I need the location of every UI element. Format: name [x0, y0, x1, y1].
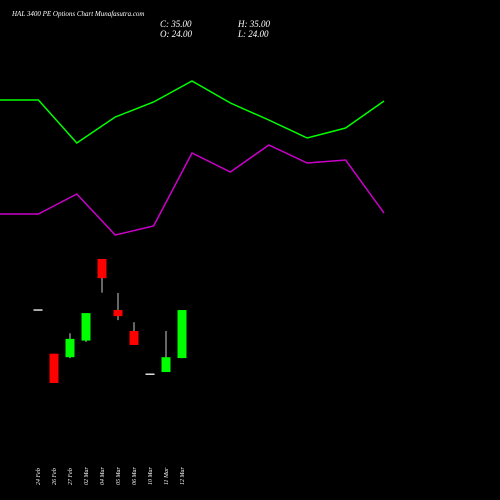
candle-body	[65, 338, 75, 358]
candle-body	[33, 309, 43, 311]
ohlc-high: H: 35.00	[237, 19, 270, 29]
candle-body	[81, 313, 91, 341]
x-tick-label: 12 Mar	[180, 467, 186, 485]
x-tick-label: 06 Mar	[132, 467, 138, 485]
x-tick-label: 11 Mar	[164, 467, 170, 485]
indicator-line	[0, 80, 385, 144]
candle-body	[97, 258, 107, 279]
candle-body	[113, 310, 123, 317]
candle-body	[177, 310, 187, 359]
candle-body	[145, 373, 155, 375]
ohlc-close: C: 35.00	[160, 19, 192, 29]
candle-body	[161, 357, 171, 373]
candle-body	[129, 331, 139, 345]
ohlc-open: O: 24.00	[160, 29, 192, 39]
x-tick-label: 24 Feb	[35, 468, 42, 485]
x-tick-label: 05 Mar	[116, 467, 122, 485]
x-tick-label: 10 Mar	[148, 467, 154, 485]
ohlc-low: L: 24.00	[237, 29, 269, 39]
x-tick-label: 26 Feb	[52, 468, 58, 485]
chart-title: HAL 3400 PE Options Chart Munafasutra.co…	[11, 10, 145, 18]
x-tick-label: 27 Feb	[68, 468, 74, 485]
x-tick-label: 04 Mar	[99, 467, 106, 485]
indicator-line	[0, 144, 385, 236]
candle-body	[49, 353, 59, 383]
x-tick-label: 02 Mar	[84, 467, 90, 485]
